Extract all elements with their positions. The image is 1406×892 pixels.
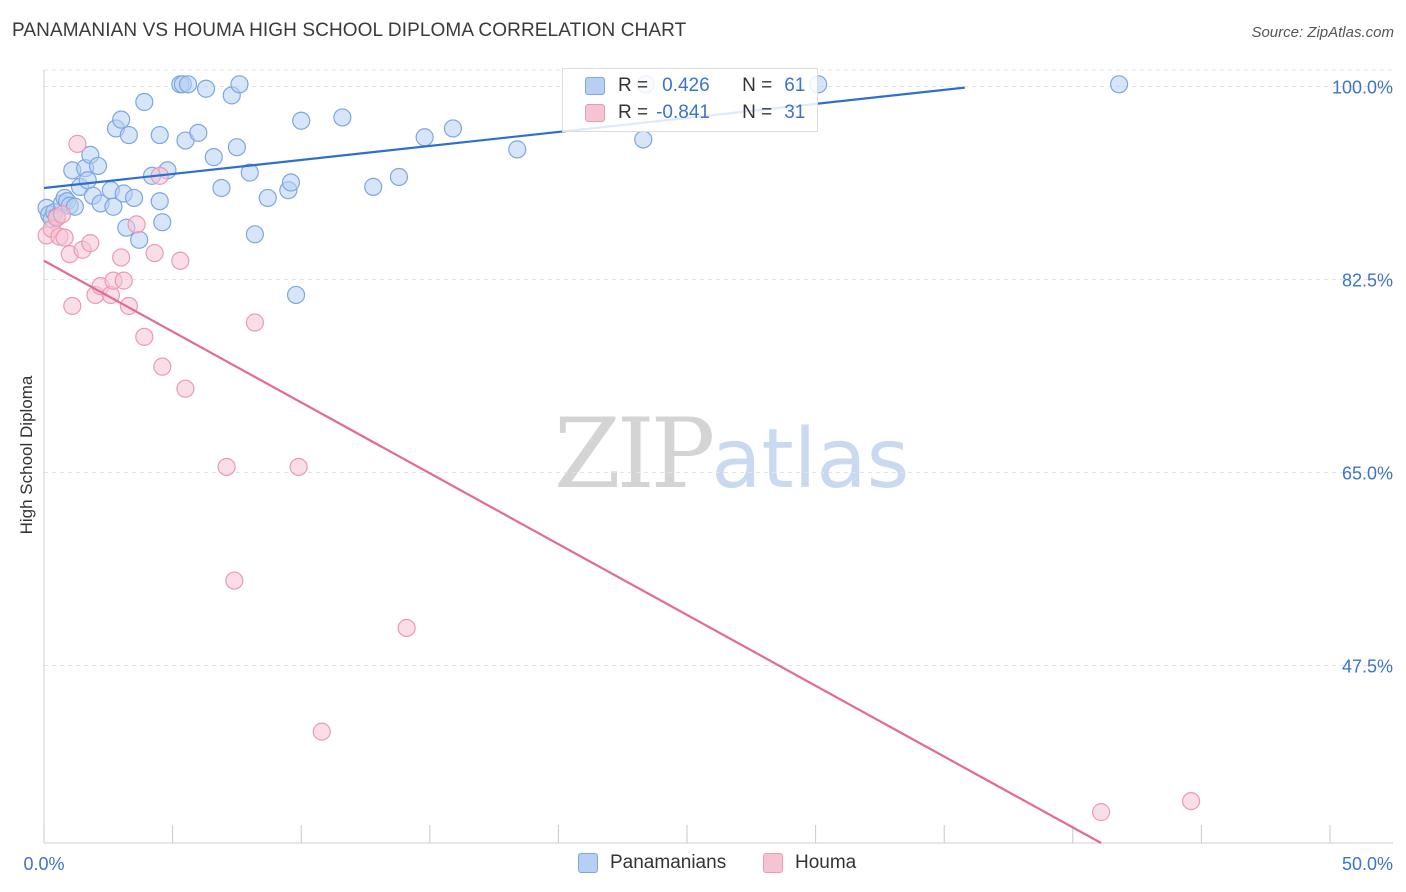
panamanian-point [189,123,208,142]
houma-point [153,357,172,376]
houma-point [145,243,164,263]
legend-r-value: 0.426 [662,75,710,96]
houma-point [176,379,195,398]
legend-r-label: R = [618,75,649,96]
panamanian-point [212,178,231,198]
panamanian-point [389,167,409,187]
panamanian-point [415,128,434,147]
source-label: Source: ZipAtlas.com [1251,24,1394,41]
panamanian-point [634,130,653,149]
houma-point [245,313,265,332]
y-tick-label: 82.5% [1342,271,1393,291]
panamanian-point [240,163,259,182]
houma-point [312,722,331,741]
panamanian-point [245,225,265,244]
legend-item-panamanians[interactable]: Panamanians [578,852,726,874]
tick-labels: 100.0% 82.5% 65.0% 47.5% 0.0% 50.0% [23,78,1393,874]
panamanian-point [130,230,149,249]
panamanian-point [227,138,246,157]
y-tick-label: 65.0% [1342,463,1393,483]
houma-point [114,271,133,290]
panamanian-point [443,119,463,138]
legend-swatch-blue [578,853,598,873]
legend-r-label: R = [618,102,649,123]
panamanian-point [124,188,144,208]
houma-point [1091,803,1111,822]
panamanian-point [135,92,154,112]
panamanian-point [88,156,108,176]
watermark-zip: ZIP [554,398,715,510]
panamanian-point [286,285,306,305]
legend-swatch-pink [763,853,783,873]
correlation-legend: R = 0.426 N = 61 R = -0.841 N = 31 [562,68,818,132]
panamanian-point [112,110,131,129]
y-tick-label: 47.5% [1342,656,1393,676]
houma-point [63,296,82,316]
legend-item-houma[interactable]: Houma [763,852,856,874]
panamanian-point [104,197,123,216]
houma-point [225,571,244,590]
legend-swatch-pink [585,104,605,122]
panamanian-point [292,111,311,130]
x-tick-label: 50.0% [1342,854,1393,874]
panamanian-point [204,148,223,167]
houma-point [127,215,146,234]
houma-point [81,234,100,253]
legend-n-label: N = [742,75,773,96]
legend-item-label: Panamanians [610,852,727,873]
legend-item-label: Houma [795,852,857,873]
panamanian-point [150,125,169,145]
watermark: ZIPatlas [554,398,909,510]
x-tick-label: 0.0% [23,854,64,874]
houma-point [135,327,154,346]
panamanian-point [178,75,198,94]
axes [43,70,1393,844]
houma-point [55,228,74,247]
panamanian-point [258,188,277,208]
legend-n-label: N = [742,102,773,123]
legend-n-value: 61 [784,75,806,96]
panamanian-point [333,108,352,127]
legend-row-houma: R = -0.841 N = 31 [585,100,805,126]
series-legend: Panamanians Houma [0,852,1406,878]
panamanian-point [150,192,169,211]
houma-point [289,457,308,477]
houma-point [171,251,190,270]
legend-r-value: -0.841 [656,102,710,123]
panamanian-point [196,79,216,98]
panamanian-point [230,75,249,94]
watermark-atlas: atlas [711,412,910,507]
houma-point [68,134,87,153]
legend-n-value: 31 [784,102,806,123]
houma-point [1182,791,1201,811]
y-tick-label: 100.0% [1332,78,1393,98]
houma-point [52,205,72,224]
panamanian-point [1109,75,1129,94]
panamanian-point [119,125,138,145]
houma-trend-line [43,259,1102,844]
houma-point [217,457,236,477]
legend-row-panamanian: R = 0.426 N = 61 [585,73,805,99]
panamanian-point [508,140,527,159]
legend-swatch-blue [585,77,605,95]
chart-title: PANAMANIAN VS HOUMA HIGH SCHOOL DIPLOMA … [12,20,687,41]
panamanian-point [78,171,97,190]
panamanian-point [281,173,301,192]
trend-lines [43,86,1102,844]
panamanian-point [364,177,383,196]
data-points [37,75,1201,822]
gridlines [44,69,1393,666]
houma-point [112,248,131,267]
houma-point [397,618,416,638]
panamanian-point [153,213,172,232]
